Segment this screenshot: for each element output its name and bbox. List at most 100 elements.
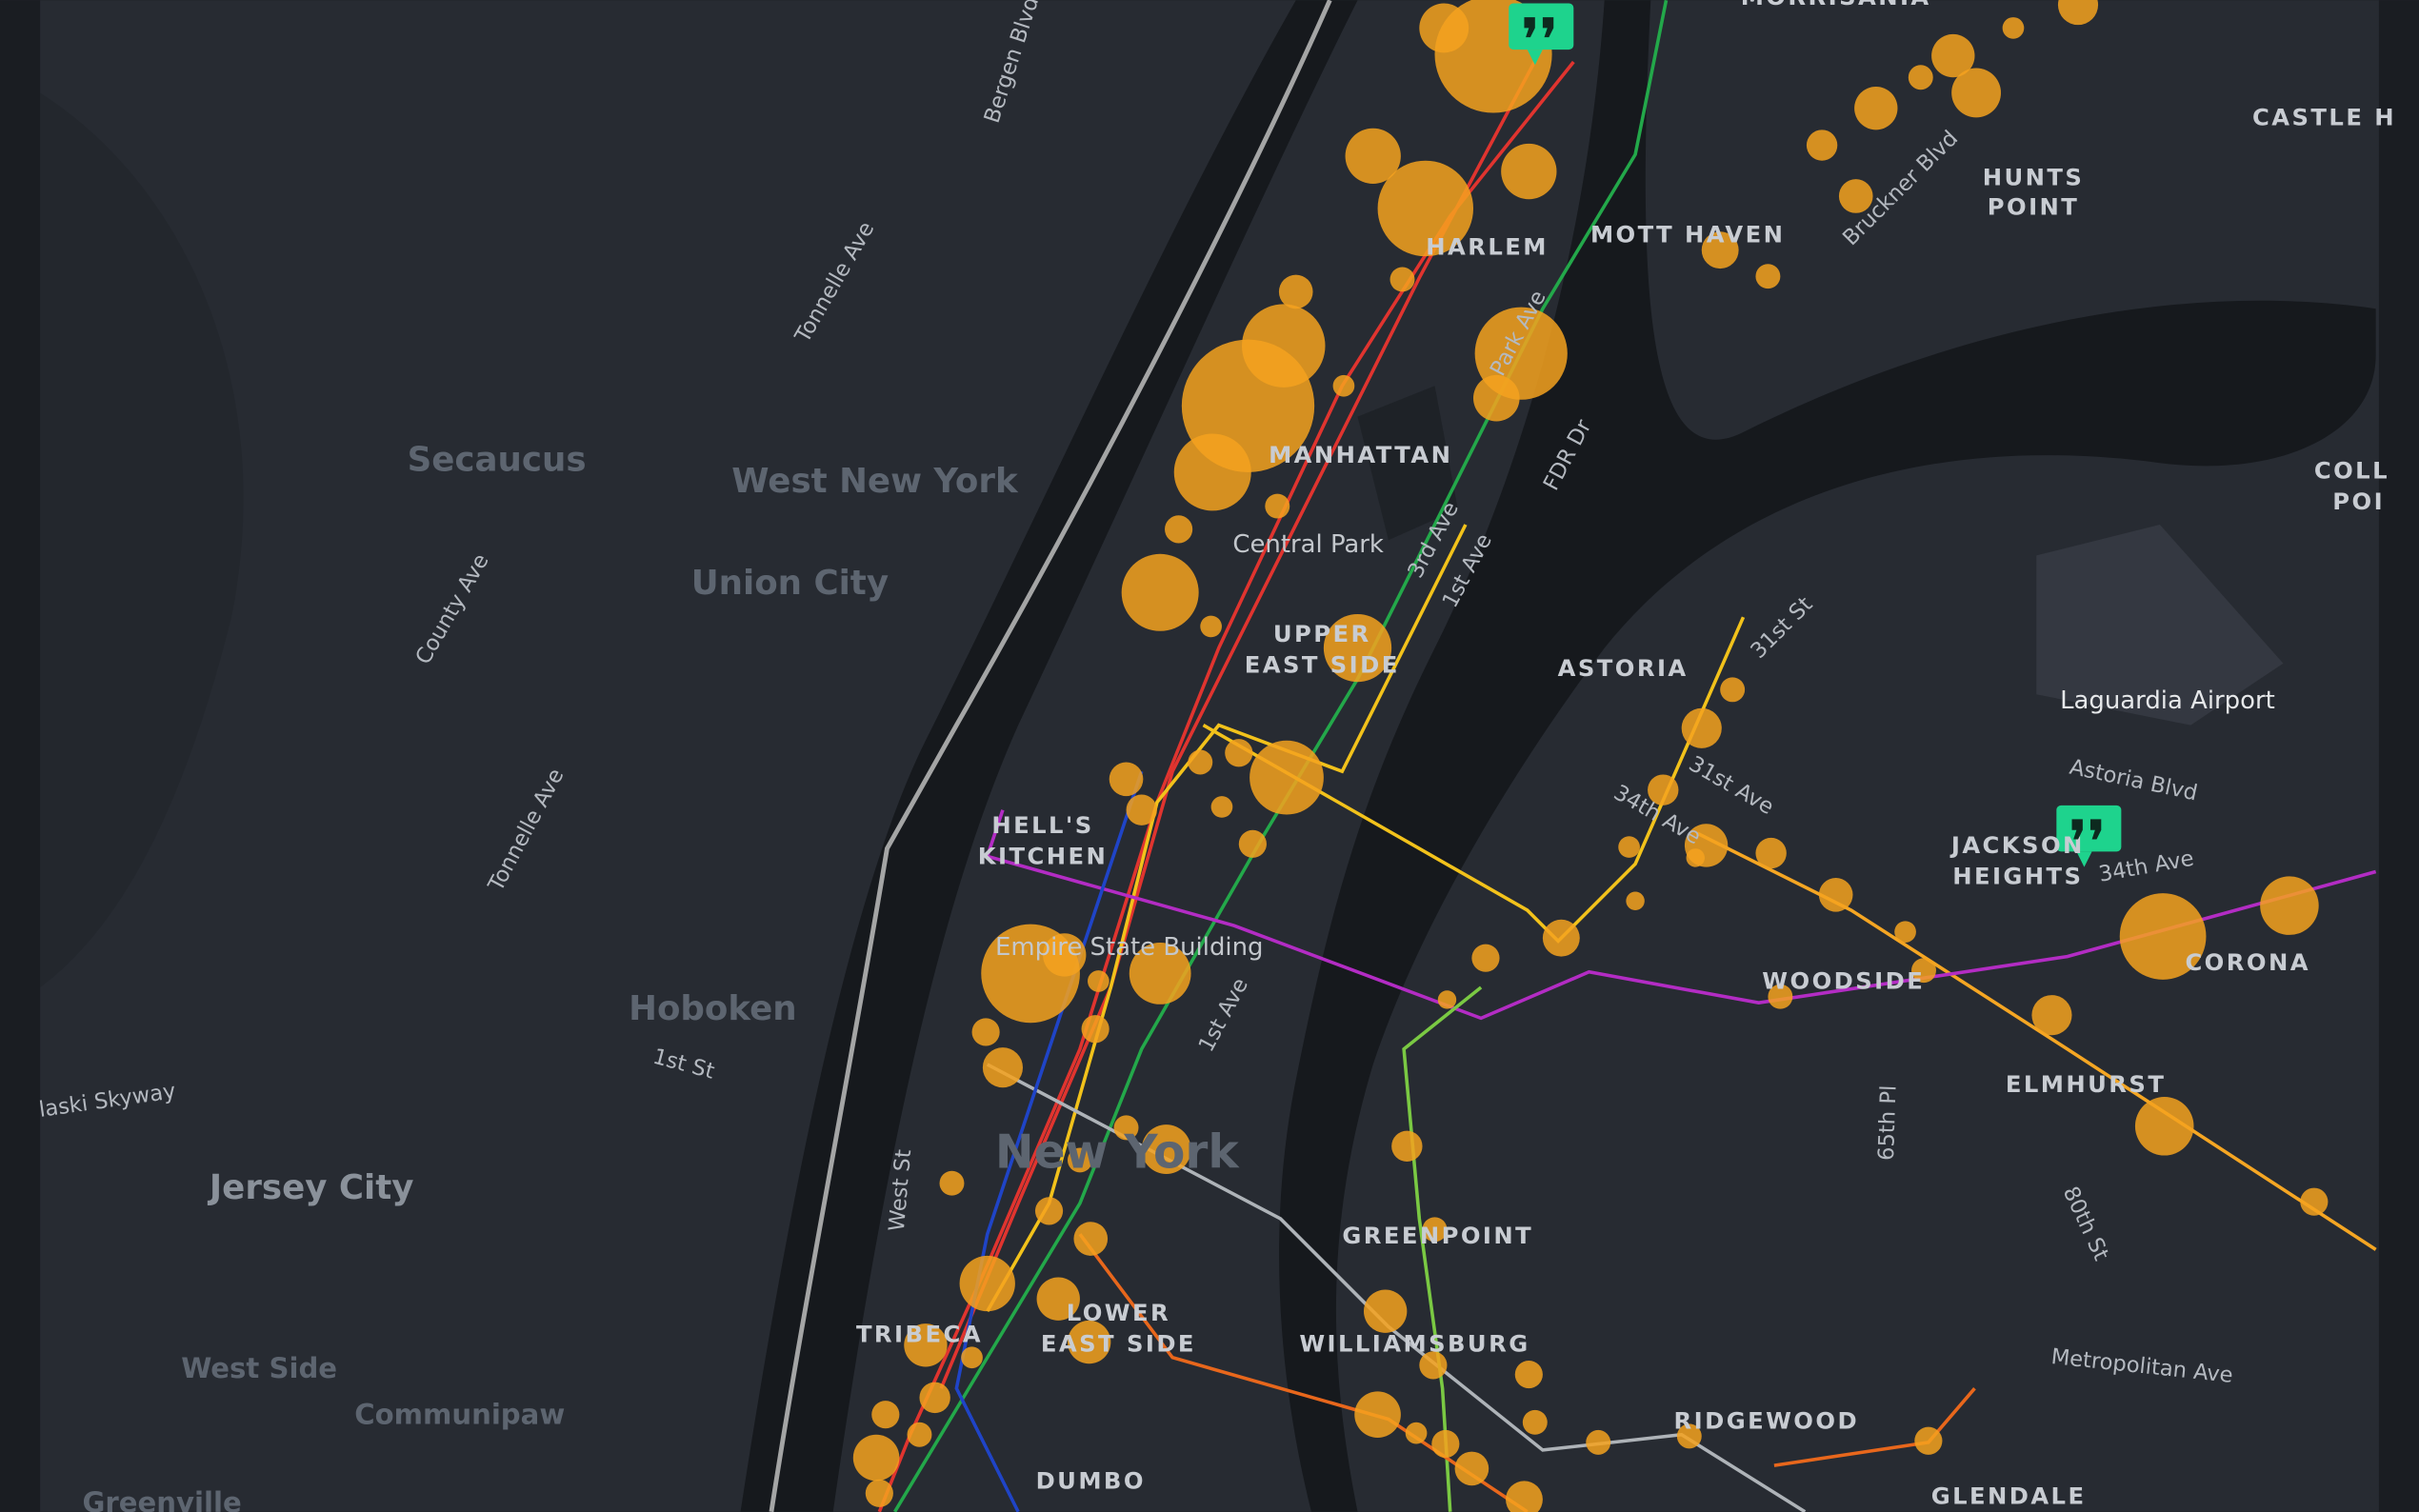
station-bubble[interactable] [1210, 796, 1233, 818]
station-bubble[interactable] [1911, 958, 1936, 984]
station-bubble[interactable] [1720, 677, 1746, 703]
station-bubble[interactable] [1088, 970, 1110, 992]
station-bubble[interactable] [1265, 493, 1290, 519]
station-bubble[interactable] [1129, 943, 1191, 1005]
station-bubble[interactable] [1188, 749, 1213, 775]
station-bubble[interactable] [1768, 984, 1793, 1009]
station-bubble[interactable] [2134, 1096, 2194, 1156]
hudson-river [740, 0, 1358, 1512]
marker-body[interactable] [2056, 805, 2122, 852]
station-bubble[interactable] [919, 1382, 950, 1414]
station-bubble[interactable] [1377, 160, 1474, 257]
station-bubble[interactable] [961, 1346, 983, 1369]
station-bubble[interactable] [1431, 1429, 1460, 1459]
station-bubble[interactable] [1522, 1409, 1548, 1435]
station-bubble[interactable] [1141, 1124, 1191, 1174]
station-bubble[interactable] [852, 1434, 900, 1482]
station-bubble[interactable] [1838, 179, 1873, 213]
station-bubble[interactable] [1200, 615, 1222, 638]
station-bubble[interactable] [1626, 891, 1645, 910]
station-bubble[interactable] [1323, 613, 1392, 683]
station-bubble[interactable] [1067, 1320, 1111, 1364]
station-bubble[interactable] [2057, 0, 2099, 26]
station-bubble[interactable] [871, 1401, 900, 1429]
station-bubble[interactable] [982, 1047, 1023, 1088]
station-bubble[interactable] [1681, 707, 1722, 748]
station-bubble[interactable] [1701, 231, 1739, 269]
station-bubble[interactable] [2300, 1187, 2329, 1216]
station-bubble[interactable] [1332, 374, 1355, 397]
station-bubble[interactable] [904, 1323, 948, 1367]
station-bubble[interactable] [1618, 836, 1640, 858]
station-bubble[interactable] [1165, 515, 1193, 544]
station-bubble[interactable] [1931, 33, 1975, 78]
neighborhood-label: MOTT HAVEN [1590, 221, 1785, 249]
city-label: New York [995, 1126, 1240, 1180]
station-bubble[interactable] [1422, 1217, 1448, 1243]
station-bubble[interactable] [1676, 1423, 1702, 1449]
station-bubble[interactable] [1854, 86, 1898, 130]
station-bubble[interactable] [1354, 1391, 1401, 1438]
neighborhood-label: CORONA [2185, 948, 2310, 976]
station-bubble[interactable] [1121, 553, 1199, 631]
station-bubble[interactable] [1818, 877, 1853, 912]
station-bubble[interactable] [1073, 1222, 1109, 1256]
station-bubble[interactable] [1437, 990, 1457, 1009]
station-bubble[interactable] [1908, 65, 1933, 90]
marker-body[interactable] [1509, 3, 1574, 50]
station-bubble[interactable] [1249, 740, 1324, 815]
station-bubble[interactable] [2260, 876, 2319, 935]
station-bubble[interactable] [1454, 1451, 1489, 1486]
station-bubble[interactable] [1391, 1130, 1423, 1163]
station-bubble[interactable] [1036, 1277, 1080, 1321]
station-bubble[interactable] [959, 1255, 1015, 1312]
station-bubble[interactable] [1034, 1197, 1064, 1225]
station-bubble[interactable] [971, 1018, 1000, 1046]
station-bubble[interactable] [1126, 794, 1157, 826]
station-bubble[interactable] [1542, 919, 1580, 957]
station-bubble[interactable] [1389, 267, 1415, 292]
neighborhood-label: UPPER [1273, 620, 1371, 647]
poi-label: Empire State Building [995, 933, 1263, 962]
station-bubble[interactable] [865, 1479, 893, 1507]
station-bubble[interactable] [1225, 739, 1253, 767]
station-bubble[interactable] [1506, 1481, 1543, 1512]
station-bubble[interactable] [1113, 1115, 1139, 1141]
station-bubble[interactable] [1081, 1015, 1110, 1044]
station-bubble[interactable] [1473, 374, 1520, 422]
station-bubble[interactable] [939, 1170, 965, 1196]
station-bubble[interactable] [1686, 848, 1705, 867]
station-bubble[interactable] [1951, 68, 2002, 118]
subway-line [954, 770, 1144, 1512]
station-bubble[interactable] [1755, 264, 1781, 289]
station-bubble[interactable] [907, 1422, 932, 1447]
station-bubble[interactable] [1067, 1147, 1092, 1173]
station-bubble[interactable] [1363, 1289, 1408, 1333]
quote-marker[interactable] [2056, 805, 2122, 867]
station-bubble[interactable] [2119, 893, 2207, 980]
station-bubble[interactable] [1648, 774, 1679, 806]
station-bubble[interactable] [1514, 1361, 1543, 1389]
station-bubble[interactable] [1405, 1422, 1428, 1444]
quote-marker[interactable] [1509, 3, 1574, 66]
station-bubble[interactable] [1173, 433, 1251, 511]
station-bubble[interactable] [1586, 1429, 1611, 1455]
station-bubble[interactable] [2031, 995, 2072, 1036]
station-bubble[interactable] [1109, 762, 1144, 797]
station-bubble[interactable] [1806, 129, 1838, 161]
station-bubble[interactable] [1238, 829, 1267, 858]
station-bubble[interactable] [1419, 1351, 1448, 1380]
station-bubble[interactable] [1894, 921, 1916, 944]
station-bubble[interactable] [2002, 17, 2025, 39]
station-bubble[interactable] [1501, 143, 1557, 200]
station-bubble[interactable] [1755, 837, 1787, 869]
station-bubble[interactable] [1914, 1426, 1943, 1455]
station-bubble[interactable] [1043, 933, 1087, 977]
neighborhood-label: ELMHURST [2006, 1070, 2166, 1098]
neighborhood-label: RIDGEWOOD [1674, 1406, 1860, 1434]
station-bubble[interactable] [1471, 944, 1500, 972]
station-bubble[interactable] [1278, 274, 1313, 309]
station-bubble[interactable] [1419, 3, 1469, 53]
station-bubble[interactable] [1345, 128, 1401, 185]
